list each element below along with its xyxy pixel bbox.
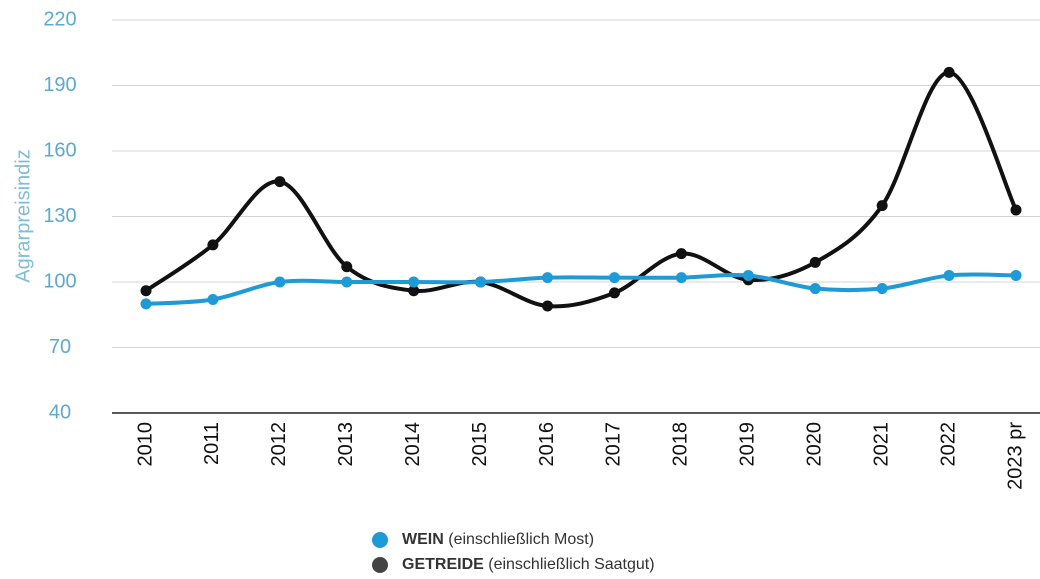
x-tick-label: 2020 (804, 422, 826, 467)
y-tick-label: 70 (49, 336, 71, 358)
data-point (608, 287, 620, 299)
x-tick-label: 2017 (603, 422, 625, 467)
legend-label: WEIN (einschließlich Most) (402, 531, 594, 548)
legend-marker (372, 532, 388, 548)
data-point (876, 200, 888, 212)
x-tick-label: 2014 (402, 422, 424, 467)
data-point (1010, 269, 1022, 281)
legend-label: GETREIDE (einschließlich Saatgut) (402, 556, 655, 573)
legend-name: WEIN (402, 531, 444, 548)
y-tick-label: 100 (43, 270, 76, 292)
legend-detail: (einschließlich Saatgut) (488, 556, 654, 573)
data-point (408, 285, 420, 297)
x-tick-label: 2023 pr (1004, 422, 1026, 490)
data-point (542, 300, 554, 312)
x-tick-label: 2015 (469, 422, 491, 467)
data-point (608, 272, 620, 284)
data-point (943, 269, 955, 281)
data-point (675, 272, 687, 284)
x-tick-label: 2022 (937, 422, 959, 467)
x-tick-label: 2018 (670, 422, 692, 467)
data-point (274, 176, 286, 188)
y-tick-label: 160 (43, 139, 76, 161)
data-point (876, 283, 888, 295)
data-point (809, 283, 821, 295)
data-point (475, 276, 487, 288)
data-point (140, 285, 152, 297)
x-tick-label: 2011 (201, 422, 223, 465)
x-tick-label: 2019 (737, 422, 759, 467)
legend-detail: (einschließlich Most) (448, 531, 594, 548)
y-tick-label: 190 (43, 74, 76, 96)
x-tick-label: 2012 (268, 422, 290, 467)
legend-name: GETREIDE (402, 556, 484, 573)
data-point (1010, 204, 1022, 216)
data-point (408, 276, 420, 288)
legend-marker (372, 557, 388, 573)
series-line (144, 70, 1018, 309)
x-tick-label: 2016 (536, 422, 558, 467)
x-tick-label: 2021 (870, 422, 892, 467)
x-tick-label: 2010 (134, 422, 156, 467)
y-tick-label: 40 (49, 401, 71, 423)
y-axis-label: Agrarpreisindiz (12, 149, 34, 282)
data-point (274, 276, 286, 288)
data-point (207, 293, 219, 305)
data-point (542, 272, 554, 284)
data-point (341, 276, 353, 288)
x-tick-label: 2013 (335, 422, 357, 467)
y-tick-label: 220 (43, 8, 76, 30)
data-point (809, 256, 821, 268)
data-point (207, 239, 219, 251)
data-point (675, 248, 687, 260)
series-line (145, 272, 1017, 306)
data-point (742, 269, 754, 281)
data-point (341, 261, 353, 273)
y-tick-label: 130 (43, 205, 76, 227)
data-point (943, 66, 955, 78)
data-point (140, 298, 152, 310)
